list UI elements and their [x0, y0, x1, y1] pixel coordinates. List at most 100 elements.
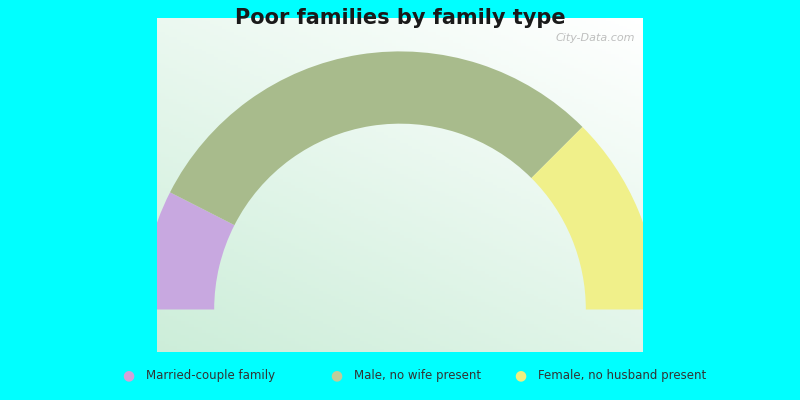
- Bar: [562, 30, 567, 35]
- Bar: [246, 208, 252, 213]
- Bar: [457, 234, 462, 238]
- Bar: [626, 314, 632, 318]
- Bar: [542, 184, 547, 188]
- Bar: [258, 248, 264, 252]
- Bar: [388, 72, 394, 76]
- Bar: [526, 106, 531, 110]
- Bar: [355, 186, 361, 190]
- Bar: [481, 167, 486, 171]
- Bar: [469, 334, 474, 338]
- Bar: [170, 312, 175, 316]
- Bar: [190, 136, 195, 140]
- Bar: [614, 317, 620, 321]
- Bar: [202, 100, 207, 104]
- Bar: [266, 156, 272, 160]
- Bar: [428, 61, 434, 65]
- Bar: [282, 114, 288, 118]
- Bar: [441, 339, 446, 344]
- Bar: [526, 28, 531, 32]
- Bar: [343, 184, 349, 188]
- Bar: [359, 56, 365, 60]
- Bar: [230, 292, 235, 296]
- Bar: [343, 125, 349, 129]
- Bar: [165, 106, 170, 110]
- Bar: [363, 309, 369, 313]
- Bar: [238, 270, 244, 274]
- Bar: [420, 130, 426, 135]
- Bar: [578, 64, 584, 68]
- Bar: [400, 192, 406, 196]
- Bar: [170, 298, 175, 302]
- Bar: [622, 147, 628, 152]
- Bar: [437, 228, 442, 232]
- Bar: [161, 86, 166, 90]
- Bar: [226, 320, 231, 324]
- Bar: [250, 106, 256, 110]
- Bar: [194, 298, 199, 302]
- Bar: [550, 225, 555, 230]
- Bar: [562, 44, 567, 49]
- Bar: [566, 25, 571, 29]
- Bar: [165, 192, 170, 196]
- Bar: [210, 144, 215, 149]
- Bar: [202, 256, 207, 260]
- Bar: [586, 92, 592, 96]
- Bar: [570, 236, 576, 241]
- Bar: [404, 114, 410, 118]
- Bar: [586, 328, 592, 332]
- Bar: [449, 72, 454, 76]
- Bar: [161, 25, 166, 29]
- Bar: [242, 250, 248, 254]
- Bar: [202, 144, 207, 149]
- Bar: [270, 172, 276, 177]
- Bar: [408, 78, 414, 82]
- Bar: [315, 114, 321, 118]
- Bar: [574, 39, 580, 43]
- Bar: [420, 42, 426, 46]
- Bar: [574, 36, 580, 40]
- Bar: [222, 147, 227, 152]
- Bar: [290, 242, 296, 246]
- Bar: [396, 323, 402, 327]
- Bar: [331, 192, 337, 196]
- Bar: [558, 83, 563, 88]
- Bar: [630, 214, 636, 218]
- Bar: [622, 114, 628, 118]
- Bar: [614, 86, 620, 90]
- Bar: [493, 295, 498, 299]
- Bar: [400, 306, 406, 310]
- Bar: [266, 108, 272, 113]
- Bar: [238, 317, 244, 321]
- Bar: [622, 256, 628, 260]
- Bar: [424, 142, 430, 146]
- Bar: [294, 328, 300, 332]
- Bar: [161, 286, 166, 291]
- Bar: [412, 192, 418, 196]
- Bar: [428, 89, 434, 93]
- Bar: [566, 250, 571, 254]
- Bar: [485, 284, 490, 288]
- Bar: [610, 220, 616, 224]
- Bar: [170, 248, 175, 252]
- Bar: [497, 170, 502, 174]
- Bar: [416, 275, 422, 280]
- Bar: [388, 184, 394, 188]
- Bar: [178, 267, 183, 271]
- Bar: [522, 211, 527, 216]
- Bar: [186, 200, 191, 204]
- Bar: [396, 225, 402, 230]
- Bar: [388, 36, 394, 40]
- Bar: [542, 80, 547, 85]
- Bar: [315, 248, 321, 252]
- Bar: [502, 345, 506, 349]
- Bar: [218, 275, 223, 280]
- Bar: [518, 33, 523, 38]
- Bar: [424, 80, 430, 85]
- Bar: [254, 78, 260, 82]
- Bar: [618, 295, 624, 299]
- Bar: [186, 158, 191, 163]
- Bar: [343, 272, 349, 277]
- Bar: [174, 170, 179, 174]
- Bar: [327, 211, 333, 216]
- Bar: [335, 114, 341, 118]
